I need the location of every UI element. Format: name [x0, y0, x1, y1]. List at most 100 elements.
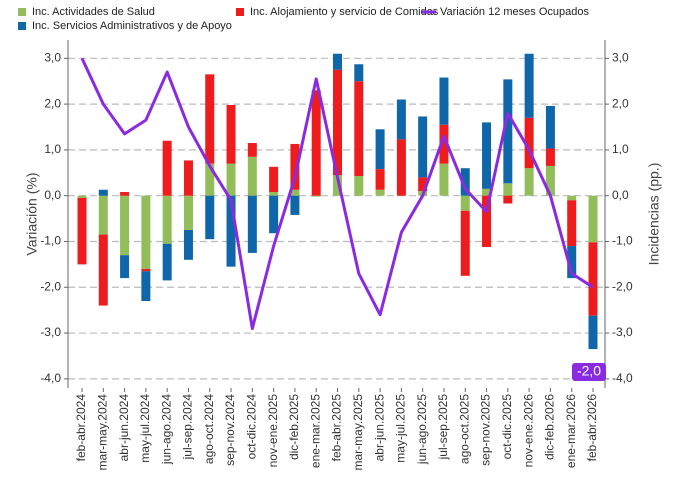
- bar-segment: [418, 177, 428, 192]
- bar-segment: [375, 169, 385, 190]
- y2-tick-label: -4,0: [612, 371, 633, 385]
- x-tick-label: abr-jun.2025: [372, 394, 386, 462]
- bar-segment: [120, 195, 130, 256]
- bar-segment: [120, 192, 130, 196]
- bar-segment: [460, 168, 470, 196]
- bar-segment: [290, 189, 300, 196]
- y-tick-label: -2,0: [40, 279, 61, 293]
- x-tick-label: feb-abr.2025: [330, 394, 344, 462]
- bar-segment: [354, 64, 364, 82]
- y2-tick-label: -3,0: [612, 325, 633, 339]
- bar-segment: [375, 189, 385, 196]
- bar-segment: [482, 122, 492, 189]
- y2-tick-label: 1,0: [612, 142, 629, 156]
- bar-segment: [247, 195, 257, 253]
- bar-segment: [269, 192, 279, 196]
- bar-segment: [524, 53, 534, 118]
- bar-segment: [98, 234, 108, 306]
- bar-segment: [269, 195, 279, 234]
- bar-segment: [226, 195, 236, 267]
- bar-segment: [205, 74, 215, 164]
- x-tick-label: jun-ago.2024: [159, 394, 173, 465]
- bar-segment: [98, 189, 108, 196]
- bar-segment: [183, 230, 193, 260]
- bar-segment: [439, 163, 449, 196]
- bar-segment: [524, 117, 534, 169]
- y2-tick-label: 0,0: [612, 188, 629, 202]
- legend-swatch: [18, 22, 26, 30]
- y-tick-label: -4,0: [40, 371, 61, 385]
- bar-segment: [588, 242, 598, 316]
- y2-tick-label: -1,0: [612, 234, 633, 248]
- bar-segment: [503, 183, 513, 196]
- x-tick-label: sep-nov.2024: [223, 394, 237, 466]
- bar-segment: [354, 81, 364, 176]
- x-tick-label: may-jul.2025: [394, 394, 408, 463]
- x-tick-label: ene-mar.2025: [308, 394, 322, 468]
- bar-segment: [141, 195, 151, 269]
- x-tick-label: mar-may.2024: [95, 394, 109, 471]
- x-tick-label: may-jul.2024: [138, 394, 152, 463]
- y-tick-label: -1,0: [40, 234, 61, 248]
- x-tick-label: dic-feb.2026: [543, 394, 557, 460]
- legend-label: Inc. Servicios Administrativos y de Apoy…: [32, 20, 232, 32]
- x-tick-label: jul-sep.2024: [181, 394, 195, 461]
- bar-segment: [141, 271, 151, 301]
- bar-segment: [183, 195, 193, 231]
- bar-segment: [141, 268, 151, 272]
- x-tick-label: oct-dic.2024: [245, 394, 259, 460]
- x-tick-label: ago-oct.2025: [457, 394, 471, 464]
- x-tick-label: jun-ago.2025: [415, 394, 429, 465]
- bar-segment: [162, 140, 172, 196]
- y-tick-label: 1,0: [44, 142, 61, 156]
- bar-segment: [588, 315, 598, 350]
- y-tick-label: -3,0: [40, 325, 61, 339]
- bar-segment: [77, 195, 87, 198]
- x-tick-label: ene-mar.2026: [564, 394, 578, 468]
- bar-segment: [311, 90, 321, 196]
- bar-segment: [588, 195, 598, 243]
- bar-segment: [482, 188, 492, 196]
- legend-swatch: [18, 8, 26, 16]
- legend-label: Inc. Alojamiento y servicio de Comidas: [250, 6, 439, 18]
- legend-label: Variación 12 meses Ocupados: [440, 6, 589, 18]
- bar-segment: [226, 105, 236, 164]
- bar-segment: [545, 165, 555, 196]
- y-tick-label: 0,0: [44, 188, 61, 202]
- x-tick-label: sep-nov.2025: [479, 394, 493, 466]
- bar-segment: [567, 200, 577, 247]
- bar-segment: [333, 69, 342, 176]
- bar-segment: [503, 79, 513, 184]
- data-label: -2,0: [577, 363, 601, 379]
- bar-segment: [545, 148, 555, 166]
- x-tick-label: oct-dic.2025: [500, 394, 514, 460]
- bar-segment: [120, 255, 130, 279]
- bar-segment: [205, 195, 215, 240]
- bar-segment: [524, 168, 534, 196]
- y2-tick-label: 3,0: [612, 50, 629, 64]
- bar-segment: [460, 210, 470, 276]
- bar-segment: [290, 195, 300, 215]
- bar-segment: [545, 105, 555, 149]
- bar-segment: [183, 160, 193, 196]
- bar-segment: [311, 195, 321, 197]
- y-tick-label: 3,0: [44, 50, 61, 64]
- bar-segment: [460, 195, 470, 211]
- y2-tick-label: 2,0: [612, 96, 629, 110]
- bar-segment: [567, 246, 577, 279]
- data-label-box: [572, 363, 606, 381]
- x-tick-label: feb-abr.2024: [74, 394, 88, 462]
- legend-label: Inc. Actividades de Salud: [32, 6, 155, 18]
- bar-segment: [77, 197, 87, 265]
- bar-segment: [226, 163, 236, 196]
- legend-swatch: [236, 8, 244, 16]
- bar-segment: [396, 99, 406, 140]
- bar-segment: [333, 53, 342, 70]
- x-tick-label: jul-sep.2025: [436, 394, 450, 461]
- bar-segment: [482, 195, 492, 247]
- x-tick-label: mar-may.2025: [351, 394, 365, 471]
- bar-segment: [354, 175, 364, 196]
- bar-segment: [98, 195, 108, 235]
- bar-segment: [333, 175, 342, 196]
